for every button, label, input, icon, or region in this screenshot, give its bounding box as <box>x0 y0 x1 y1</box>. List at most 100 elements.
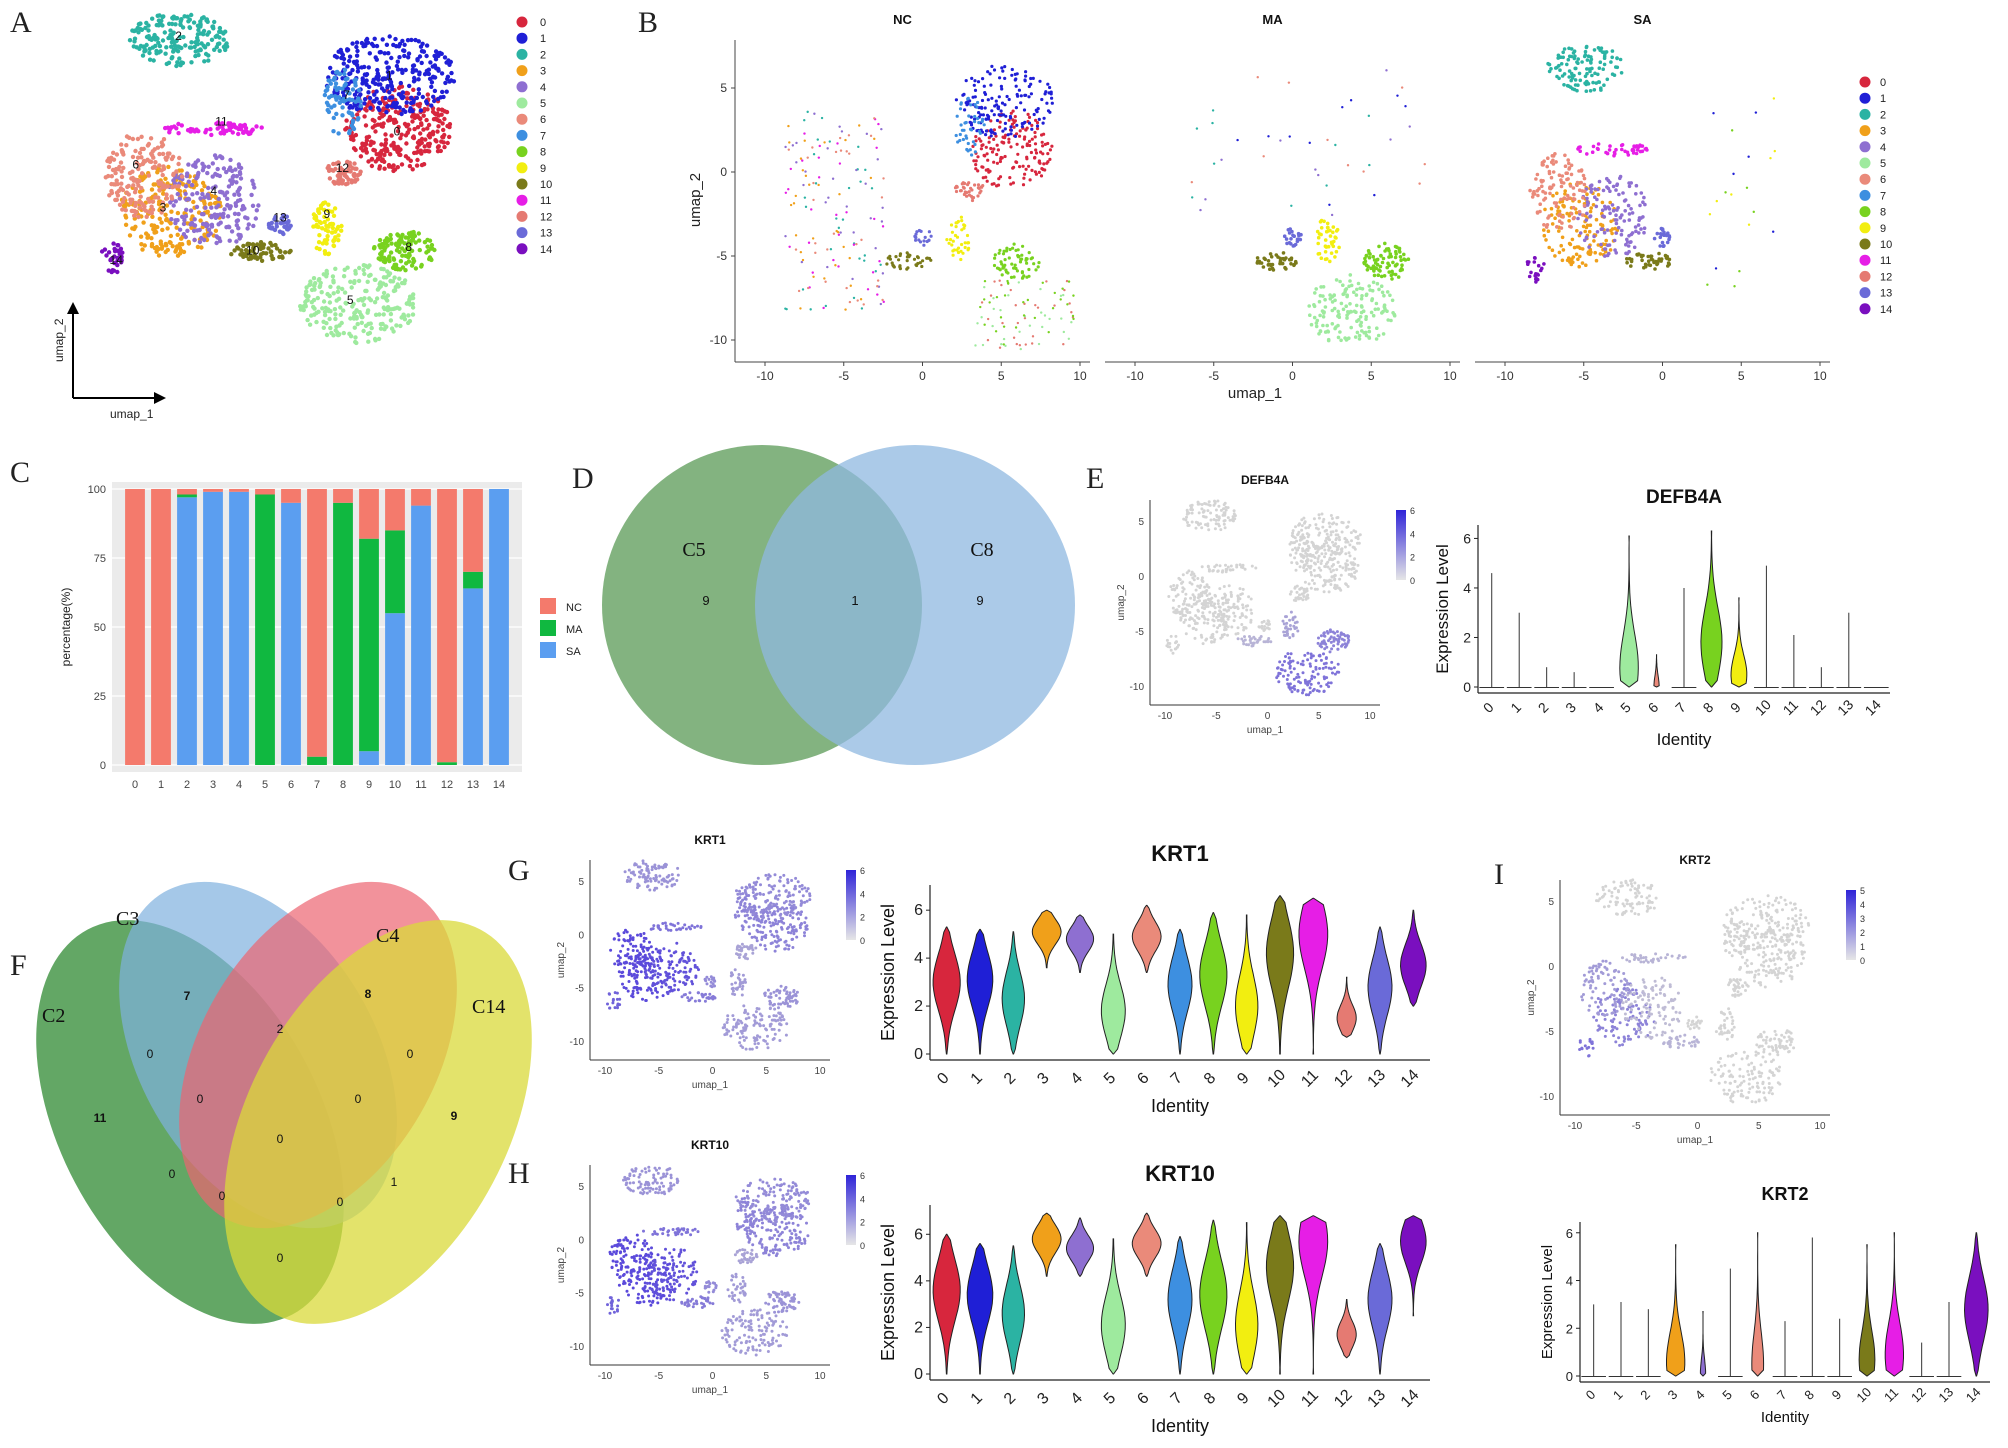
feature-ytick: 0 <box>578 1235 584 1246</box>
cluster-label-a: 2 <box>175 29 182 43</box>
color-scale-label: 4 <box>860 1194 865 1204</box>
violin-xtick: 12 <box>1331 1066 1356 1091</box>
feature-xtick: 5 <box>1756 1121 1762 1132</box>
violin-xtick: 5 <box>1719 1387 1735 1403</box>
color-scale-label: 0 <box>1860 956 1865 966</box>
violin-body <box>1367 926 1393 1055</box>
panel-letter-f: F <box>10 949 27 982</box>
legend-label: 0 <box>540 17 546 29</box>
bar-segment <box>411 505 431 765</box>
legend-swatch <box>1859 254 1871 266</box>
feature-ytick: -5 <box>575 984 584 995</box>
panel-b-xtick: -5 <box>1208 369 1219 383</box>
cluster-label-a: 0 <box>394 125 401 139</box>
color-scale <box>846 870 856 940</box>
bar-segment <box>333 502 353 765</box>
bar-segment <box>177 497 197 765</box>
feature-ytick: 5 <box>1138 517 1144 528</box>
cluster-label-a: 14 <box>110 253 124 267</box>
bar-segment <box>489 489 509 765</box>
feature-plots: DEFB4A-10 -5 0 5 1050-5-10umap_1umap_26420KR… <box>556 473 1865 1396</box>
violin-xtick: 8 <box>1201 1070 1219 1088</box>
bar-segment <box>385 613 405 765</box>
panel-b-xtick: -10 <box>1126 369 1144 383</box>
violin-xtick: 6 <box>1134 1070 1152 1088</box>
feature-xtick: -10 <box>1158 711 1173 722</box>
violin-xlabel: Identity <box>1151 1096 1209 1116</box>
bar-segment <box>203 489 223 492</box>
bar-segment <box>177 489 197 495</box>
legend-label: 3 <box>1880 126 1886 138</box>
violin-body <box>1065 914 1095 973</box>
panel-b-ytick: -5 <box>716 249 727 263</box>
color-scale-label: 6 <box>860 866 865 876</box>
venn-region-value: 2 <box>277 1022 284 1036</box>
legend-label: 7 <box>1880 190 1886 202</box>
violin-body <box>1199 1219 1228 1375</box>
color-scale-label: 4 <box>860 889 865 899</box>
legend-label: 0 <box>1880 77 1886 89</box>
legend-label: 14 <box>1880 304 1892 316</box>
legend-label: 9 <box>1880 223 1886 235</box>
violin-xtick: 2 <box>1001 1390 1019 1408</box>
venn-region-value: 11 <box>94 1111 107 1125</box>
bar-segment <box>255 489 275 495</box>
legend-label: 13 <box>540 228 552 240</box>
violin-xtick: 8 <box>1201 1390 1219 1408</box>
feature-xtick: 0 <box>710 1371 716 1382</box>
bar-segment <box>229 491 249 765</box>
feature-plot-title: KRT1 <box>694 833 726 847</box>
violin-xtick: 10 <box>1853 1384 1874 1405</box>
panel-b-xtick: -5 <box>1578 369 1589 383</box>
bar-segment <box>125 489 145 765</box>
x-tick-label: 10 <box>389 779 401 791</box>
legend-label: 12 <box>540 211 552 223</box>
violin-xtick: 3 <box>1665 1387 1681 1403</box>
cluster-label-a: 3 <box>160 200 167 214</box>
legend-label: 1 <box>540 33 546 45</box>
violin-xtick: 13 <box>1365 1386 1390 1411</box>
feature-xtick: 10 <box>814 1371 826 1382</box>
feature-ytick: 5 <box>578 1182 584 1193</box>
x-tick-label: 6 <box>288 779 294 791</box>
panel-b-xtick: -10 <box>756 369 774 383</box>
bar-segment <box>203 491 223 765</box>
legend-swatch <box>1859 222 1871 234</box>
feature-xlabel: umap_1 <box>692 1385 729 1396</box>
color-scale-label: 2 <box>1860 928 1865 938</box>
legend-label: MA <box>566 624 583 636</box>
cluster-label-a: 10 <box>246 243 260 257</box>
bar-segment <box>307 756 327 765</box>
bar-segment <box>437 489 457 763</box>
violin-body <box>966 928 994 1055</box>
x-tick-label: 5 <box>262 779 268 791</box>
violin-xtick: 9 <box>1234 1070 1252 1088</box>
violin-xtick: 4 <box>1692 1387 1708 1403</box>
legend-label: 9 <box>540 163 546 175</box>
panel-letter-a: A <box>10 6 32 39</box>
panel-b-xlabel: umap_1 <box>1228 385 1282 402</box>
bar-segment <box>411 489 431 506</box>
legend-swatch <box>1859 173 1871 185</box>
violin-xlabel: Identity <box>1151 1416 1209 1436</box>
legend-swatch <box>516 210 528 222</box>
violin-ytick: 6 <box>914 1226 923 1243</box>
cluster-label-a: 11 <box>215 115 228 129</box>
violin-body <box>1963 1232 1989 1377</box>
feature-plot-title: DEFB4A <box>1241 473 1289 487</box>
feature-xtick: 5 <box>1316 711 1322 722</box>
violin-ytick: 2 <box>914 998 923 1015</box>
legend-label: 3 <box>540 66 546 78</box>
violin-title: KRT10 <box>1145 1161 1215 1186</box>
legend-swatch <box>516 178 528 190</box>
color-scale-label: 1 <box>1860 942 1865 952</box>
legend-swatch <box>1859 76 1871 88</box>
bar-segment <box>463 571 483 589</box>
legend-swatch <box>516 97 528 109</box>
legend-label: 5 <box>1880 158 1886 170</box>
feature-xlabel: umap_1 <box>1677 1135 1714 1146</box>
venn-label-c4: C4 <box>376 925 399 947</box>
legend-label: 10 <box>540 179 552 191</box>
